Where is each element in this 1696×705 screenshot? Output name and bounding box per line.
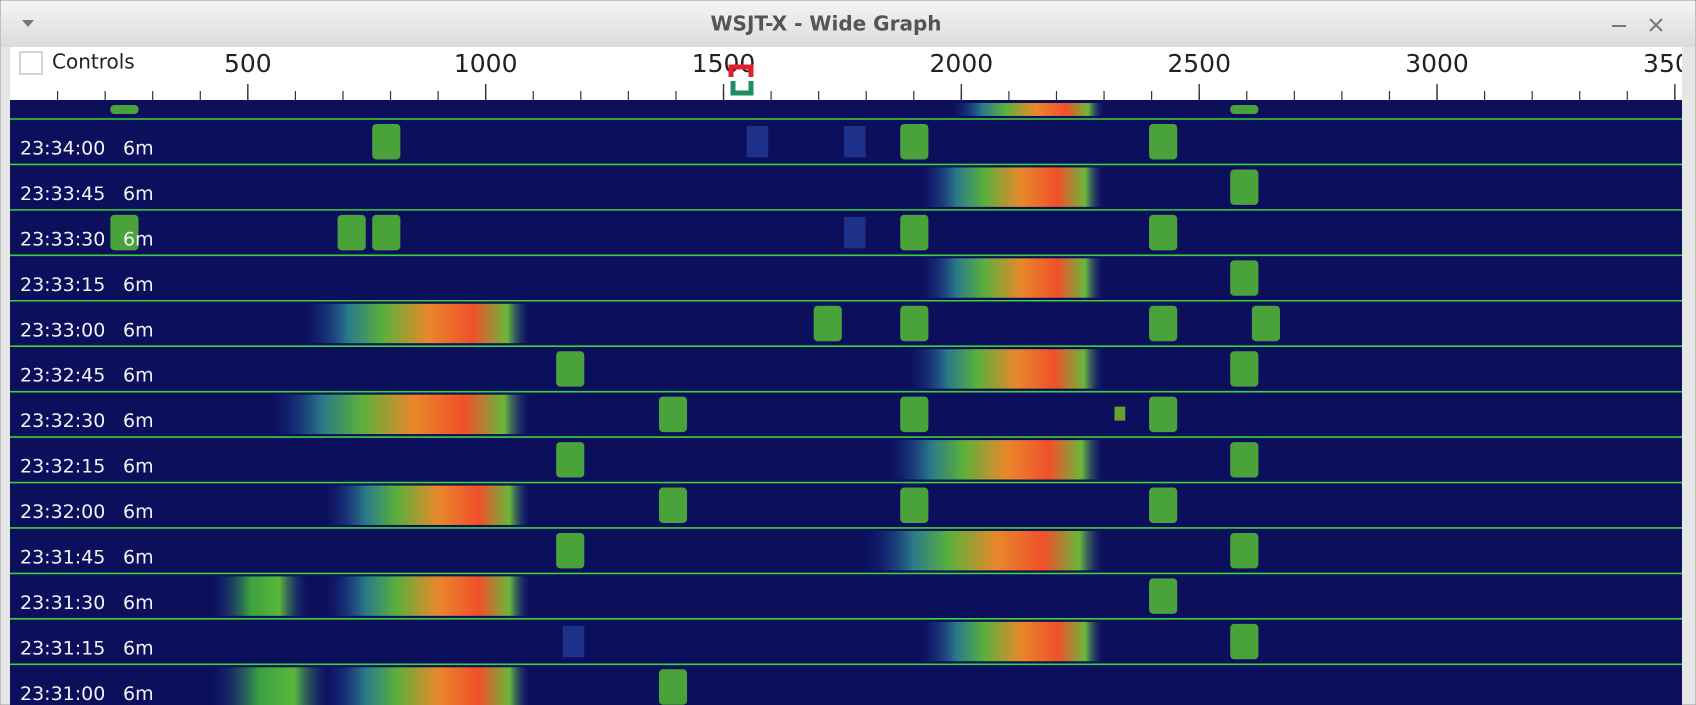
signal-trace	[900, 305, 929, 342]
signal-trace	[270, 394, 531, 435]
row-band: 6m	[123, 228, 154, 250]
signal-trace	[210, 576, 309, 616]
signal-trace	[1230, 442, 1259, 478]
row-time: 23:33:30	[20, 228, 105, 250]
tick-label: 500	[224, 49, 272, 78]
signal-trace	[562, 625, 585, 658]
signal-trace	[919, 258, 1104, 298]
tick-label: 1000	[454, 49, 518, 78]
signal-trace	[746, 126, 769, 158]
signal-trace	[952, 103, 1104, 116]
signal-trace	[1230, 623, 1259, 660]
signal-trace	[1149, 305, 1178, 342]
row-band: 6m	[123, 683, 154, 705]
tick-label: 3500	[1643, 49, 1696, 78]
close-button[interactable]	[1649, 18, 1663, 32]
signal-trace	[900, 487, 929, 523]
row-time: 23:31:15	[20, 637, 105, 659]
row-time: 23:33:15	[20, 274, 105, 296]
row-band: 6m	[123, 274, 154, 296]
signal-trace	[110, 105, 139, 114]
row-time: 23:33:00	[20, 319, 105, 341]
signal-trace	[908, 349, 1104, 389]
signal-trace	[919, 621, 1104, 662]
signal-trace	[1230, 169, 1259, 205]
row-band: 6m	[123, 456, 154, 478]
signal-trace	[900, 124, 929, 160]
row-band: 6m	[123, 365, 154, 387]
signal-trace	[324, 576, 531, 616]
signal-trace	[1149, 214, 1178, 251]
signal-trace	[1230, 105, 1259, 114]
signal-trace	[1149, 487, 1178, 523]
row-time: 23:31:45	[20, 546, 105, 568]
row-band: 6m	[123, 546, 154, 568]
signal-trace	[900, 214, 929, 251]
signal-trace	[1230, 351, 1259, 387]
signal-trace	[337, 214, 366, 251]
signal-trace	[556, 351, 585, 387]
signal-trace	[556, 442, 585, 478]
row-time: 23:32:15	[20, 456, 105, 478]
signal-trace	[1114, 406, 1126, 421]
signal-trace	[372, 124, 401, 160]
signal-trace	[372, 214, 401, 251]
row-band: 6m	[123, 319, 154, 341]
signal-trace	[1230, 260, 1259, 296]
tick-label: 2000	[930, 49, 994, 78]
signal-trace	[887, 440, 1104, 480]
signal-trace	[324, 485, 531, 525]
row-time: 23:34:00	[20, 138, 105, 160]
row-time: 23:32:30	[20, 410, 105, 432]
signal-trace	[110, 214, 139, 251]
rx-frequency-marker	[730, 81, 754, 96]
signal-trace	[210, 667, 331, 705]
row-band: 6m	[123, 501, 154, 523]
row-band: 6m	[123, 183, 154, 205]
controls-checkbox[interactable]	[19, 51, 43, 75]
row-band: 6m	[123, 592, 154, 614]
signal-trace	[1251, 305, 1281, 342]
signal-trace	[658, 487, 688, 523]
row-time: 23:32:45	[20, 365, 105, 387]
signal-trace	[919, 167, 1104, 207]
row-band: 6m	[123, 637, 154, 659]
waterfall-signals: 23:34:00 6m 23:33:45 6m 23:33:30 6m 23:33:15 6m…	[10, 103, 1682, 705]
signal-trace	[1149, 396, 1178, 433]
tick-label: 1500	[692, 49, 756, 78]
row-time: 23:33:45	[20, 183, 105, 205]
signal-trace	[324, 667, 531, 705]
window-menu-button[interactable]	[22, 20, 34, 27]
signal-trace	[1230, 532, 1259, 569]
signal-trace	[1149, 124, 1178, 160]
frequency-axis: 500 1000 1500 2000 2500 3000 3500	[56, 49, 1696, 100]
title-bar	[1, 1, 1695, 47]
signal-trace	[658, 396, 688, 433]
controls-label[interactable]: Controls	[52, 50, 135, 74]
frequency-axis-area	[10, 47, 1682, 101]
row-time: 23:31:00	[20, 683, 105, 705]
signal-trace	[658, 669, 688, 705]
signal-trace	[843, 216, 866, 249]
tick-label: 3000	[1405, 49, 1469, 78]
row-band: 6m	[123, 138, 154, 160]
row-time: 23:31:30	[20, 592, 105, 614]
tx-frequency-marker	[728, 64, 754, 77]
row-band: 6m	[123, 410, 154, 432]
signal-trace	[900, 396, 929, 433]
signal-trace	[1149, 578, 1178, 614]
row-time: 23:32:00	[20, 501, 105, 523]
tick-label: 2500	[1167, 49, 1231, 78]
signal-trace	[302, 303, 531, 344]
signal-trace	[813, 305, 842, 342]
signal-trace	[865, 530, 1104, 571]
signal-trace	[556, 532, 585, 569]
window-title: WSJT-X - Wide Graph	[710, 12, 941, 36]
signal-trace	[843, 126, 866, 158]
